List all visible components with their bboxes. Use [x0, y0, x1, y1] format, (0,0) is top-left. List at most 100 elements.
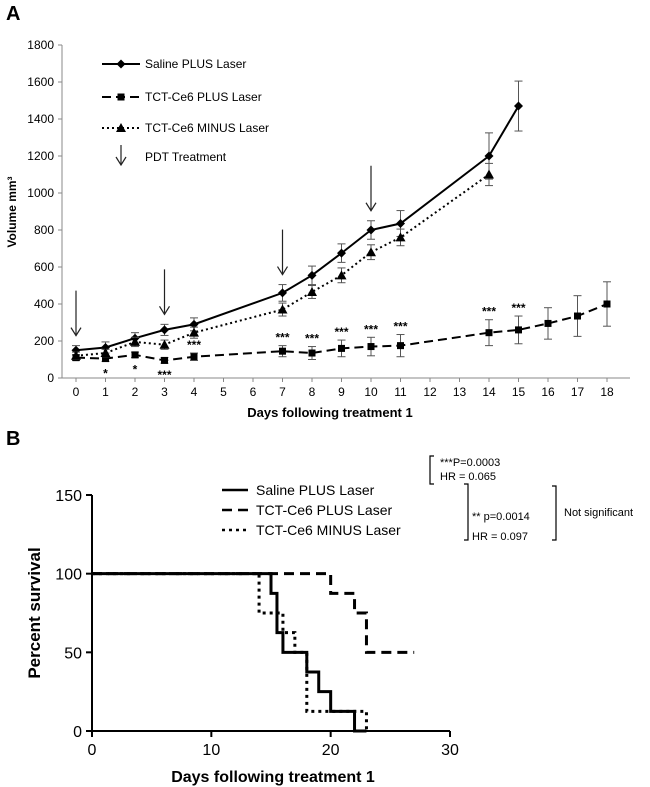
stat1-line1: ***P=0.0003 [440, 457, 500, 469]
data-point [307, 270, 317, 280]
legend-marker [117, 93, 125, 101]
data-point [514, 101, 523, 111]
pdt-treatment-arrow-head [70, 327, 82, 337]
legend-label: TCT-Ce6 PLUS Laser [256, 502, 392, 518]
panel-b-y-axis-label: Percent survival [25, 547, 44, 678]
legend-label: TCT-Ce6 MINUS Laser [256, 522, 401, 538]
panel-b-x-tick-label: 10 [202, 742, 220, 759]
panel-a-y-tick-label: 1400 [27, 112, 54, 126]
data-point [395, 232, 406, 242]
pdt-treatment-arrow-head [276, 266, 289, 276]
panel-a-y-tick-label: 0 [47, 371, 54, 385]
data-point [279, 347, 286, 355]
significance-marker: * [103, 366, 108, 380]
panel-a-series-1 [71, 80, 523, 356]
significance-marker: *** [187, 338, 201, 352]
panel-b-chart: 0 50 100 150 0 10 20 30 Percent survival Days … [25, 455, 633, 786]
data-point [71, 350, 81, 360]
significance-marker: *** [511, 301, 525, 315]
significance-marker: *** [157, 368, 171, 382]
data-point [102, 355, 109, 363]
data-point [366, 247, 376, 257]
legend-label: PDT Treatment [145, 150, 227, 164]
panel-a-x-tick-label: 6 [250, 385, 257, 399]
legend-label: TCT-Ce6 PLUS Laser [145, 90, 262, 104]
data-point [159, 339, 170, 349]
panel-b-x-axis-label: Days following treatment 1 [171, 769, 375, 786]
survival-curve-1 [92, 572, 367, 733]
data-point [307, 286, 317, 296]
data-point [161, 356, 168, 364]
legend-pdt-arrow-head [115, 156, 127, 167]
panel-a-y-axis-label: Volume mm³ [5, 176, 19, 247]
panel-a-y-tick-label: 400 [34, 297, 54, 311]
bracket-stat2 [464, 483, 469, 541]
panel-b-statistics: ***P=0.0003 HR = 0.065 ** p=0.0014 HR = … [429, 455, 633, 543]
data-point [277, 304, 288, 314]
significance-marker: *** [275, 331, 289, 345]
panel-b-x-tick-label: 0 [88, 742, 97, 759]
data-point [189, 327, 199, 337]
legend-label: Saline PLUS Laser [256, 482, 375, 498]
panel-a-x-tick-label: 12 [423, 385, 437, 399]
panel-a-x-tick-label: 14 [482, 385, 496, 399]
data-point [130, 336, 140, 346]
panel-a-x-tick-label: 15 [512, 385, 526, 399]
panel-b-label: B [6, 428, 20, 450]
panel-b-y-tick-label: 100 [55, 567, 82, 584]
data-point [367, 343, 375, 351]
data-point [515, 326, 522, 334]
panel-b-legend: Saline PLUS Laser TCT-Ce6 PLUS Laser TCT-C… [222, 482, 401, 538]
data-point [131, 351, 139, 359]
data-point [366, 225, 376, 235]
survival-curve-3 [92, 572, 368, 731]
panel-a-x-tick-label: 4 [191, 385, 198, 399]
data-point [397, 342, 404, 350]
series-line [75, 173, 490, 357]
significance-marker: *** [482, 305, 496, 319]
panel-a-x-tick-label: 18 [600, 385, 614, 399]
data-point [278, 288, 287, 298]
data-point [484, 169, 494, 179]
data-point [100, 348, 111, 358]
panel-b-y-tick-label: 150 [55, 488, 82, 505]
panel-a-x-tick-label: 3 [161, 385, 168, 399]
bracket-stat1 [429, 455, 434, 485]
panel-a-y-tick-label: 800 [34, 223, 54, 237]
data-point [396, 219, 405, 229]
data-point [574, 312, 581, 320]
panel-b-x-tick-label: 30 [441, 742, 459, 759]
data-point [603, 300, 611, 308]
data-point [190, 353, 198, 361]
panel-a-y-tick-label: 1000 [27, 186, 54, 200]
panel-a-x-tick-label: 13 [453, 385, 467, 399]
legend-marker [116, 59, 126, 69]
stat2-line2: HR = 0.097 [472, 531, 528, 543]
panel-a-x-tick-label: 2 [132, 385, 139, 399]
data-point [484, 151, 494, 161]
pdt-treatment-arrow-head [365, 202, 377, 212]
data-point [160, 325, 169, 335]
panel-a-y-tick-label: 600 [34, 260, 54, 274]
stat1-line2: HR = 0.065 [440, 471, 496, 483]
panel-a-x-tick-label: 9 [338, 385, 345, 399]
significance-marker: * [133, 363, 138, 377]
data-point [336, 270, 347, 280]
data-point [189, 319, 199, 329]
panel-a-y-tick-label: 1200 [27, 149, 54, 163]
data-point [544, 319, 552, 327]
panel-a-series-3 [71, 162, 494, 360]
panel-a-x-tick-label: 8 [309, 385, 316, 399]
panel-a-x-tick-label: 5 [220, 385, 227, 399]
panel-a-x-tick-label: 1 [102, 385, 109, 399]
panel-a-x-tick-label: 16 [541, 385, 555, 399]
panel-b-x-tick-label: 20 [322, 742, 340, 759]
stat2-line1: ** p=0.0014 [472, 511, 530, 523]
panel-a-x-tick-label: 7 [279, 385, 286, 399]
data-point [337, 248, 346, 258]
not-significant-label: Not significant [564, 507, 633, 519]
panel-b-y-tick-label: 50 [64, 645, 82, 662]
panel-a-x-tick-label: 17 [571, 385, 585, 399]
